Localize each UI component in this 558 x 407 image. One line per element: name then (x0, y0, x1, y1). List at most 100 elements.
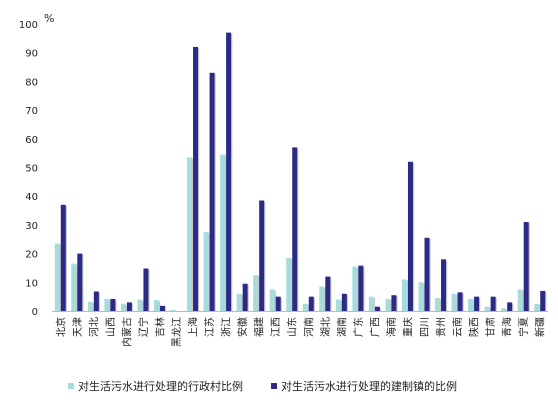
bar-village (220, 154, 226, 311)
bar-village (87, 301, 93, 311)
category-label: 山东 (286, 317, 299, 337)
category-label: 陕西 (468, 317, 481, 337)
bar-town (110, 298, 116, 311)
bar-village (203, 232, 209, 311)
category-label: 湖南 (335, 317, 348, 337)
bar-town (391, 295, 397, 311)
y-tick-label: 30 (25, 221, 38, 232)
bar-town (126, 302, 132, 311)
bar-town (407, 161, 413, 311)
bar-town (341, 293, 347, 311)
category-label: 安徽 (236, 317, 249, 337)
bar-village (269, 289, 275, 311)
bar-village (319, 286, 325, 311)
category-label: 宁夏 (517, 317, 530, 337)
y-tick-label: 80 (25, 77, 38, 88)
bar-village (418, 282, 424, 311)
legend: 对生活污水进行处理的行政村比例 对生活污水进行处理的建制镇的比例 (68, 378, 457, 394)
category-label: 四川 (420, 317, 431, 337)
bar-town (60, 204, 66, 311)
category-label: 吉林 (153, 317, 166, 337)
legend-swatch-village (68, 383, 74, 389)
bar-town (441, 259, 447, 311)
bar-village (71, 263, 77, 311)
category-label: 重庆 (401, 317, 414, 337)
bar-town (292, 147, 298, 311)
bar-town (209, 72, 215, 311)
y-tick-label: 20 (25, 250, 38, 261)
bar-town (358, 265, 364, 311)
category-label: 贵州 (435, 317, 448, 337)
category-label: 浙江 (221, 317, 233, 337)
bar-village (236, 293, 242, 311)
category-label: 青海 (501, 317, 514, 337)
bar-village (484, 306, 490, 311)
bar-village (352, 266, 358, 311)
bar-town (474, 296, 480, 311)
y-tick-label: 70 (25, 106, 38, 117)
bar-town (259, 200, 265, 311)
bar-town (325, 276, 331, 311)
bar-town (523, 222, 529, 311)
bar-town (93, 291, 99, 311)
category-label: 上海 (187, 317, 200, 337)
y-tick-label: 40 (25, 192, 38, 203)
y-tick-label: 90 (25, 49, 38, 60)
category-label: 甘肃 (484, 317, 497, 337)
y-tick-label: 100 (19, 20, 38, 31)
bar-town (77, 253, 83, 311)
category-label: 河北 (88, 317, 100, 337)
bar-village (286, 257, 292, 311)
bar-chart: % 0 10 20 30 40 50 60 70 80 90 100 北京 天津 河北 山西 内蒙古 辽宁 吉林 黑龙… (19, 12, 548, 347)
bar-village (501, 308, 507, 311)
bar-town (226, 32, 232, 312)
category-label: 内蒙古 (120, 317, 133, 347)
bar-village (468, 298, 474, 311)
bar-town (308, 296, 314, 311)
category-label: 黑龙江 (170, 317, 183, 347)
bar-village (451, 293, 457, 311)
category-label: 福建 (253, 317, 266, 337)
bar-town (374, 306, 380, 311)
bar-town (242, 283, 248, 311)
y-unit-label: % (44, 12, 54, 25)
legend-item-village: 对生活污水进行处理的行政村比例 (68, 378, 243, 394)
bar-village (368, 296, 374, 311)
bar-town (275, 296, 281, 311)
bar-village (385, 298, 391, 311)
bar-village (401, 279, 407, 311)
legend-swatch-town (271, 383, 277, 389)
category-label: 江苏 (203, 317, 216, 337)
category-label: 新疆 (534, 317, 547, 337)
bar-town (507, 302, 513, 311)
category-label: 海南 (385, 317, 398, 337)
category-label: 广西 (369, 317, 381, 337)
bar-town (540, 290, 546, 311)
category-label: 天津 (72, 317, 84, 337)
bar-village (335, 299, 341, 311)
category-label: 江西 (270, 317, 282, 337)
bar-village (104, 298, 110, 311)
bar-town (424, 237, 430, 311)
bar-village (170, 309, 176, 311)
y-tick-label: 50 (25, 164, 38, 175)
legend-label-village: 对生活污水进行处理的行政村比例 (78, 380, 243, 393)
bar-village (517, 289, 523, 311)
category-label: 云南 (451, 317, 464, 337)
bar-town (457, 292, 463, 311)
category-label: 湖北 (320, 317, 332, 337)
bar-village (153, 300, 159, 311)
bar-village (253, 275, 259, 311)
bar-village (302, 303, 308, 311)
bar-village (120, 303, 126, 311)
bar-town (143, 268, 149, 311)
bar-town (490, 296, 496, 311)
category-label: 北京 (54, 317, 67, 337)
legend-item-town: 对生活污水进行处理的建制镇的比例 (271, 378, 457, 394)
legend-label-town: 对生活污水进行处理的建制镇的比例 (281, 380, 457, 393)
bar-village (534, 303, 540, 311)
bar-town (193, 46, 199, 312)
bar-village (137, 299, 143, 311)
category-label: 河南 (302, 317, 315, 337)
y-tick-label: 10 (25, 278, 38, 289)
